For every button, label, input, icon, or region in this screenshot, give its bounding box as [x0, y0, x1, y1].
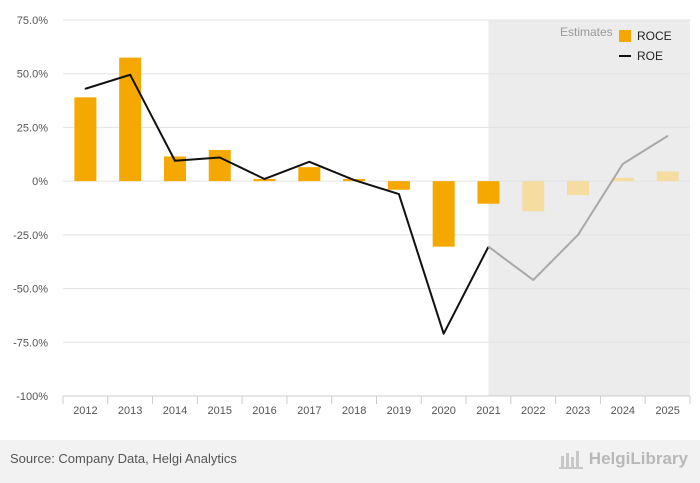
- roce-bar-2015: [208, 149, 231, 182]
- roe-point-2016: [263, 178, 266, 180]
- y-tick-label: 25.0%: [17, 122, 48, 134]
- axis-labels: 75.0% 50.0% 25.0% 0% -25.0% -50.0% -75.0% -100%…: [13, 15, 680, 417]
- x-axis: [62, 395, 691, 404]
- x-tick-label: 2022: [521, 405, 545, 417]
- roce-bar-2022: [522, 181, 545, 212]
- x-tick-label: 2024: [611, 405, 635, 417]
- roe-point-2024: [622, 163, 624, 165]
- y-tick-label: 75.0%: [17, 15, 48, 27]
- roce-bar-2019: [387, 181, 410, 190]
- roe-point-2013: [129, 73, 131, 76]
- x-tick-label: 2015: [208, 405, 232, 417]
- x-tick-label: 2023: [566, 405, 590, 417]
- y-tick-label: -100%: [16, 391, 48, 403]
- roce-bar-2021: [477, 181, 500, 204]
- roce-bar-2024: [611, 177, 634, 182]
- estimates-shade: [488, 20, 690, 396]
- roce-bar-2017: [298, 167, 321, 182]
- x-tick-label: 2016: [252, 405, 276, 417]
- x-tick-label: 2012: [73, 405, 97, 417]
- legend-roce-label: ROCE: [637, 29, 672, 43]
- footer: Source: Company Data, Helgi Analytics He…: [0, 440, 700, 483]
- source-note: Source: Company Data, Helgi Analytics: [10, 451, 237, 466]
- roe-line-actual: [85, 73, 490, 335]
- x-tick-label: 2021: [476, 405, 500, 417]
- x-tick-label: 2017: [297, 405, 321, 417]
- roce-bar-2013: [119, 57, 142, 182]
- roe-point-2019: [398, 193, 400, 195]
- x-tick-label: 2018: [342, 405, 366, 417]
- roe-point-2017: [308, 161, 311, 163]
- y-tick-label: -50.0%: [13, 284, 48, 296]
- y-tick-label: -75.0%: [13, 337, 48, 349]
- roe-point-2021: [487, 245, 490, 248]
- roce-bar-2012: [74, 97, 97, 182]
- x-tick-label: 2020: [431, 405, 455, 417]
- roe-point-2014: [174, 159, 176, 162]
- roe-point-2012: [84, 87, 87, 90]
- roe-point-2020: [442, 332, 445, 335]
- x-tick-label: 2025: [655, 405, 679, 417]
- roce-bar-2016: [253, 178, 276, 182]
- roe-line: [84, 73, 669, 335]
- y-tick-label: 0%: [32, 176, 48, 188]
- legend-roe-label: ROE: [637, 49, 663, 63]
- roce-bar-2025: [656, 171, 679, 182]
- x-tick-label: 2013: [118, 405, 142, 417]
- roe-point-2022: [532, 279, 535, 281]
- library-icon: [558, 451, 583, 469]
- roe-point-2018: [353, 179, 355, 181]
- roce-bar-2014: [163, 156, 186, 182]
- x-tick-label: 2014: [163, 405, 187, 417]
- brand-logo: HelgiLibrary: [558, 448, 688, 470]
- y-tick-label: -25.0%: [13, 230, 48, 242]
- x-tick-label: 2019: [387, 405, 411, 417]
- legend: Estimates ROCE ROE: [560, 25, 672, 63]
- brand-name: HelgiLibrary: [588, 449, 688, 468]
- roe-point-2025: [666, 135, 669, 137]
- chart-svg: 75.0% 50.0% 25.0% 0% -25.0% -50.0% -75.0% -100%…: [13, 15, 691, 417]
- roe-point-2023: [577, 234, 579, 236]
- roce-bar-2023: [567, 181, 590, 196]
- roe-point-2015: [218, 156, 221, 159]
- estimates-label: Estimates: [560, 25, 613, 39]
- legend-roce-swatch: [619, 30, 631, 42]
- roce-bar-2020: [432, 181, 455, 247]
- y-tick-label: 50.0%: [17, 69, 48, 81]
